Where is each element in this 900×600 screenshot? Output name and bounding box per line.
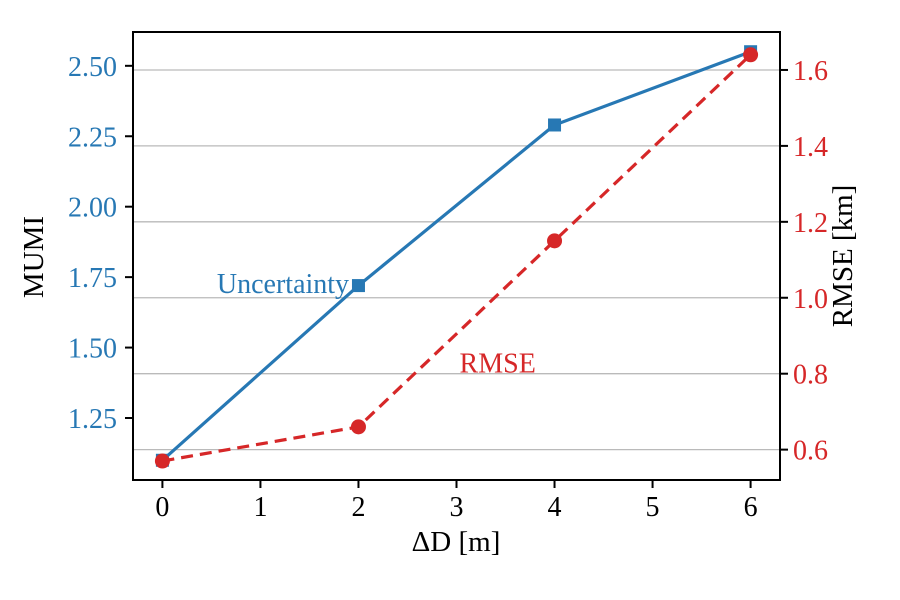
x-tick-label: 2 bbox=[351, 492, 365, 523]
x-tick-label: 4 bbox=[548, 492, 562, 523]
rmse-marker bbox=[547, 233, 563, 249]
right-tick-label: 1.6 bbox=[793, 56, 828, 87]
x-tick-label: 1 bbox=[253, 492, 267, 523]
plot-border bbox=[132, 31, 781, 481]
uncertainty-marker bbox=[351, 279, 365, 293]
left-tick-label: 2.50 bbox=[68, 52, 117, 83]
series-line-uncertainty bbox=[161, 50, 752, 462]
series-label-rmse: RMSE bbox=[460, 348, 536, 379]
right-tick-label: 1.0 bbox=[793, 284, 828, 315]
left-tick-label: 1.75 bbox=[68, 263, 117, 294]
right-tick-label: 0.6 bbox=[793, 436, 828, 467]
left-tick-label: 2.25 bbox=[68, 122, 117, 153]
rmse-marker bbox=[350, 419, 366, 435]
series-label-uncertainty: Uncertainty bbox=[217, 269, 349, 300]
right-tick-label: 1.2 bbox=[793, 208, 828, 239]
rmse-marker bbox=[743, 47, 759, 63]
x-axis-title: ΔD [m] bbox=[412, 526, 501, 558]
right-tick-label: 1.4 bbox=[793, 132, 828, 163]
left-axis-title: MUMI bbox=[18, 216, 50, 298]
left-tick-label: 1.25 bbox=[68, 404, 117, 435]
x-tick-label: 0 bbox=[155, 492, 169, 523]
right-axis-title: RMSE [km] bbox=[827, 185, 859, 328]
rmse-marker bbox=[154, 453, 170, 469]
x-tick-label: 5 bbox=[646, 492, 660, 523]
left-tick-label: 1.50 bbox=[68, 334, 117, 365]
x-tick-label: 3 bbox=[450, 492, 464, 523]
right-tick-label: 0.8 bbox=[793, 360, 828, 391]
series-line-rmse bbox=[162, 53, 752, 463]
uncertainty-marker bbox=[548, 118, 562, 132]
left-tick-label: 2.00 bbox=[68, 193, 117, 224]
x-tick-label: 6 bbox=[744, 492, 758, 523]
